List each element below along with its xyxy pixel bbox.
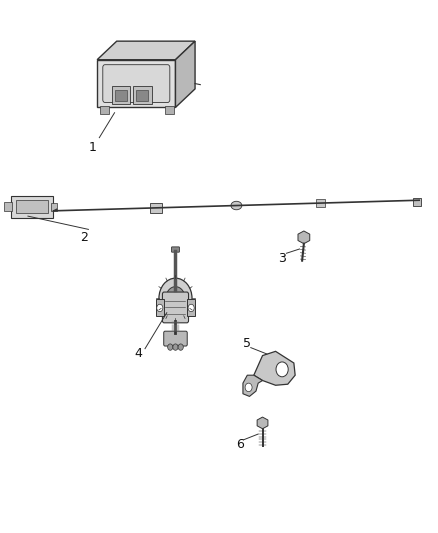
Ellipse shape <box>231 201 242 210</box>
FancyBboxPatch shape <box>115 91 127 101</box>
Circle shape <box>166 287 185 310</box>
Circle shape <box>159 278 192 318</box>
Polygon shape <box>257 417 268 429</box>
FancyBboxPatch shape <box>162 292 188 323</box>
Polygon shape <box>176 41 195 108</box>
Circle shape <box>178 344 184 350</box>
Polygon shape <box>97 41 195 60</box>
Polygon shape <box>156 300 164 317</box>
FancyBboxPatch shape <box>16 200 47 214</box>
FancyBboxPatch shape <box>112 86 130 104</box>
Circle shape <box>188 304 194 312</box>
Circle shape <box>171 293 180 304</box>
Polygon shape <box>254 351 295 385</box>
FancyBboxPatch shape <box>51 203 57 211</box>
FancyBboxPatch shape <box>166 106 174 114</box>
FancyBboxPatch shape <box>164 331 187 346</box>
Circle shape <box>168 344 173 350</box>
Circle shape <box>245 383 252 392</box>
FancyBboxPatch shape <box>103 64 170 102</box>
Circle shape <box>173 344 178 350</box>
Text: 4: 4 <box>134 348 142 360</box>
FancyBboxPatch shape <box>172 247 180 252</box>
FancyBboxPatch shape <box>4 201 12 211</box>
FancyBboxPatch shape <box>133 86 152 104</box>
Text: 5: 5 <box>243 337 251 350</box>
Circle shape <box>276 362 288 377</box>
Text: 1: 1 <box>89 141 97 154</box>
Polygon shape <box>243 375 262 397</box>
Polygon shape <box>298 231 310 244</box>
FancyBboxPatch shape <box>136 91 148 101</box>
Text: 6: 6 <box>236 438 244 450</box>
Polygon shape <box>187 300 194 317</box>
FancyBboxPatch shape <box>150 203 162 213</box>
Text: 2: 2 <box>80 231 88 244</box>
FancyBboxPatch shape <box>413 198 420 206</box>
Polygon shape <box>97 60 176 108</box>
Text: 3: 3 <box>278 252 286 265</box>
FancyBboxPatch shape <box>316 199 325 207</box>
Circle shape <box>157 304 163 312</box>
FancyBboxPatch shape <box>100 106 109 114</box>
FancyBboxPatch shape <box>11 196 53 217</box>
